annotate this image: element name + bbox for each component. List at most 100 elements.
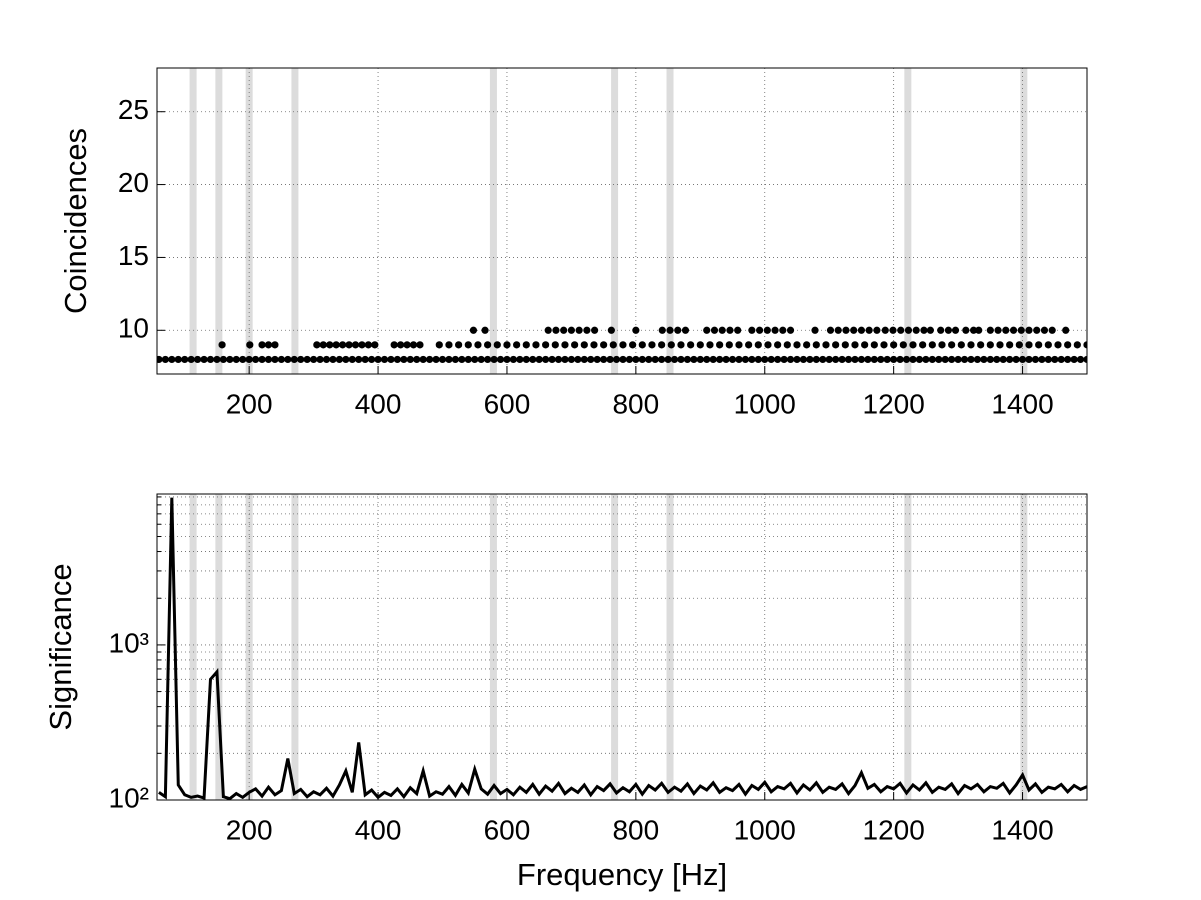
point: [387, 355, 395, 364]
band: [666, 68, 674, 374]
point: [612, 355, 621, 364]
point: [793, 341, 801, 349]
point: [516, 355, 524, 364]
point: [632, 326, 640, 334]
point: [674, 326, 682, 334]
point: [297, 355, 305, 364]
point: [400, 355, 408, 364]
point: [342, 355, 350, 364]
point: [493, 341, 501, 349]
band: [904, 68, 912, 374]
point: [783, 341, 791, 349]
point: [670, 355, 679, 364]
point: [973, 355, 982, 364]
point: [755, 326, 764, 334]
point: [397, 341, 405, 349]
point: [832, 355, 840, 364]
point: [551, 341, 559, 349]
point: [606, 355, 614, 364]
point: [1044, 341, 1052, 349]
point: [445, 355, 453, 364]
point: [258, 355, 266, 364]
point: [445, 341, 453, 349]
point: [529, 355, 537, 364]
point: [619, 355, 627, 364]
y-tick-label: 20: [118, 167, 149, 198]
point: [284, 355, 292, 364]
band: [1020, 68, 1028, 374]
point: [194, 355, 202, 364]
band: [489, 68, 497, 374]
point: [890, 355, 898, 364]
point: [948, 355, 956, 364]
point: [345, 341, 353, 349]
point: [1006, 355, 1014, 364]
point: [986, 355, 994, 364]
x-tick-label: 600: [484, 388, 531, 419]
point: [361, 355, 369, 364]
point: [741, 355, 750, 364]
point: [726, 326, 734, 334]
point: [767, 355, 775, 364]
point: [329, 355, 337, 364]
point: [922, 355, 930, 364]
point: [969, 326, 978, 334]
point: [986, 326, 994, 334]
plot-area: [158, 497, 1087, 800]
point: [1064, 355, 1072, 364]
point: [980, 355, 988, 364]
point: [716, 355, 724, 364]
point: [1040, 326, 1049, 334]
point: [716, 341, 724, 349]
point: [484, 341, 492, 349]
point: [851, 341, 859, 349]
point: [503, 341, 511, 349]
point: [1048, 326, 1056, 334]
band: [215, 68, 223, 374]
x-tick-label: 1000: [734, 814, 796, 845]
point: [548, 355, 556, 364]
point: [561, 341, 569, 349]
point: [1015, 341, 1023, 349]
point: [681, 326, 690, 334]
point: [593, 355, 601, 364]
point: [889, 326, 897, 334]
point: [967, 341, 975, 349]
point: [763, 326, 771, 334]
point: [944, 326, 953, 334]
x-tick-label: 400: [355, 388, 402, 419]
point: [1017, 326, 1025, 334]
point: [226, 355, 234, 364]
point: [774, 355, 782, 364]
point: [522, 355, 530, 364]
point: [638, 341, 646, 349]
point: [870, 341, 878, 349]
point: [666, 326, 674, 334]
point: [458, 355, 466, 364]
point: [351, 341, 360, 349]
point: [919, 341, 927, 349]
axes-frame: [156, 493, 1088, 801]
y-tick-label: 10²: [109, 782, 149, 813]
point: [432, 355, 440, 364]
point: [339, 341, 347, 349]
point: [1083, 355, 1087, 364]
point: [168, 355, 176, 364]
point: [575, 326, 583, 334]
point: [977, 341, 985, 349]
point: [834, 326, 842, 334]
point: [218, 341, 226, 349]
point: [600, 355, 608, 364]
x-tick-label: 600: [484, 814, 531, 845]
point: [206, 355, 215, 364]
point: [771, 326, 779, 334]
point: [416, 341, 424, 349]
point: [883, 355, 891, 364]
y-tick-label: 10: [118, 313, 149, 344]
point: [1057, 355, 1065, 364]
point: [838, 355, 846, 364]
x-tick-label: 1200: [863, 814, 925, 845]
point: [896, 355, 904, 364]
point: [803, 341, 811, 349]
point: [735, 341, 743, 349]
